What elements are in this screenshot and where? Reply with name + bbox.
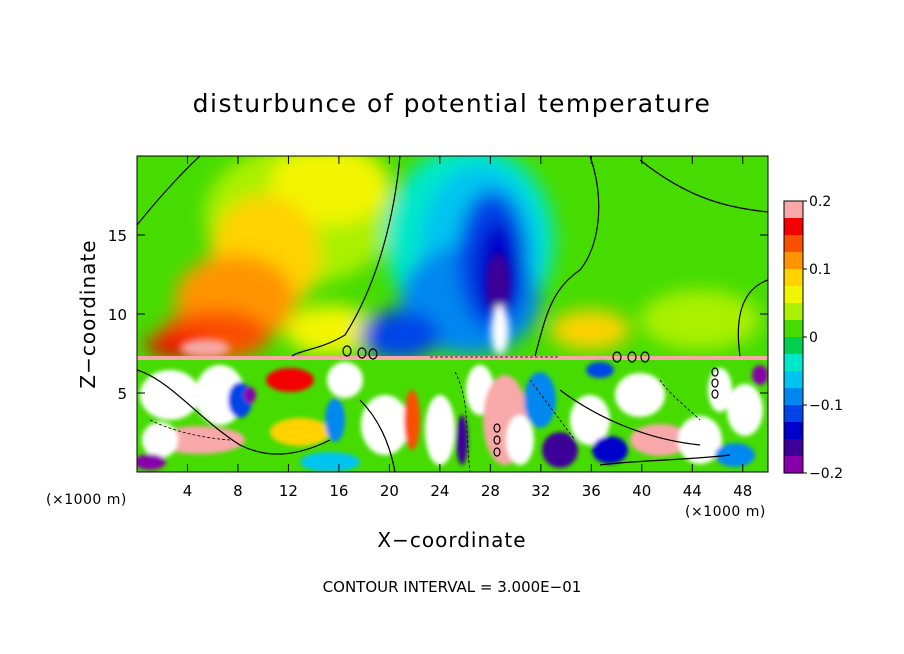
colorbar-swatch xyxy=(784,354,803,372)
colorbar-swatch xyxy=(784,371,803,389)
y-axis: 5 10 15 xyxy=(108,227,768,403)
contour-interval-note: CONTOUR INTERVAL = 3.000E−01 xyxy=(323,578,582,596)
colorbar-swatch xyxy=(784,405,803,423)
x-unit-left: (×1000 m) xyxy=(46,492,127,508)
colorbar-tick-label: 0 xyxy=(809,330,818,346)
colorbar-swatch xyxy=(784,388,803,406)
colorbar-swatch xyxy=(784,320,803,338)
chart-title: disturbunce of potential temperature xyxy=(193,89,712,118)
x-tick-label: 36 xyxy=(582,482,601,500)
colorbar-swatch xyxy=(784,422,803,440)
colorbar-tick-label: −0.1 xyxy=(809,398,843,414)
colorbar-tick-label: 0.1 xyxy=(809,262,831,278)
x-tick-label: 4 xyxy=(183,482,193,500)
colorbar-swatch xyxy=(784,269,803,287)
x-tick-label: 40 xyxy=(632,482,651,500)
colorbar-swatch xyxy=(784,337,803,355)
colorbar-swatch xyxy=(784,201,803,219)
y-tick-label: 15 xyxy=(108,227,127,245)
x-unit-right: (×1000 m) xyxy=(685,504,766,520)
x-tick-label: 8 xyxy=(233,482,243,500)
colorbar-swatch xyxy=(784,252,803,270)
colorbar-swatch xyxy=(784,235,803,253)
colorbar-swatch xyxy=(784,456,803,474)
colorbar-swatch xyxy=(784,218,803,236)
plot-area xyxy=(137,156,768,472)
x-axis: 4 8 12 16 20 24 28 32 36 40 44 48 xyxy=(183,156,752,500)
colorbar-swatch xyxy=(784,439,803,457)
y-axis-label: Z−coordinate xyxy=(76,239,100,388)
colorbar: 0.2 0.1 0 −0.1 −0.2 xyxy=(783,194,843,482)
x-tick-label: 20 xyxy=(380,482,399,500)
x-tick-label: 28 xyxy=(481,482,500,500)
x-tick-label: 24 xyxy=(430,482,449,500)
x-tick-label: 48 xyxy=(733,482,752,500)
y-tick-label: 5 xyxy=(117,385,127,403)
colorbar-swatch xyxy=(784,286,803,304)
x-axis-label: X−coordinate xyxy=(377,528,526,552)
x-tick-label: 44 xyxy=(683,482,702,500)
colorbar-tick-label: −0.2 xyxy=(809,466,843,482)
x-tick-label: 32 xyxy=(531,482,550,500)
x-tick-label: 16 xyxy=(329,482,348,500)
colorbar-tick-label: 0.2 xyxy=(809,194,831,210)
colorbar-swatch xyxy=(784,303,803,321)
x-tick-label: 12 xyxy=(279,482,298,500)
y-tick-label: 10 xyxy=(108,306,127,324)
